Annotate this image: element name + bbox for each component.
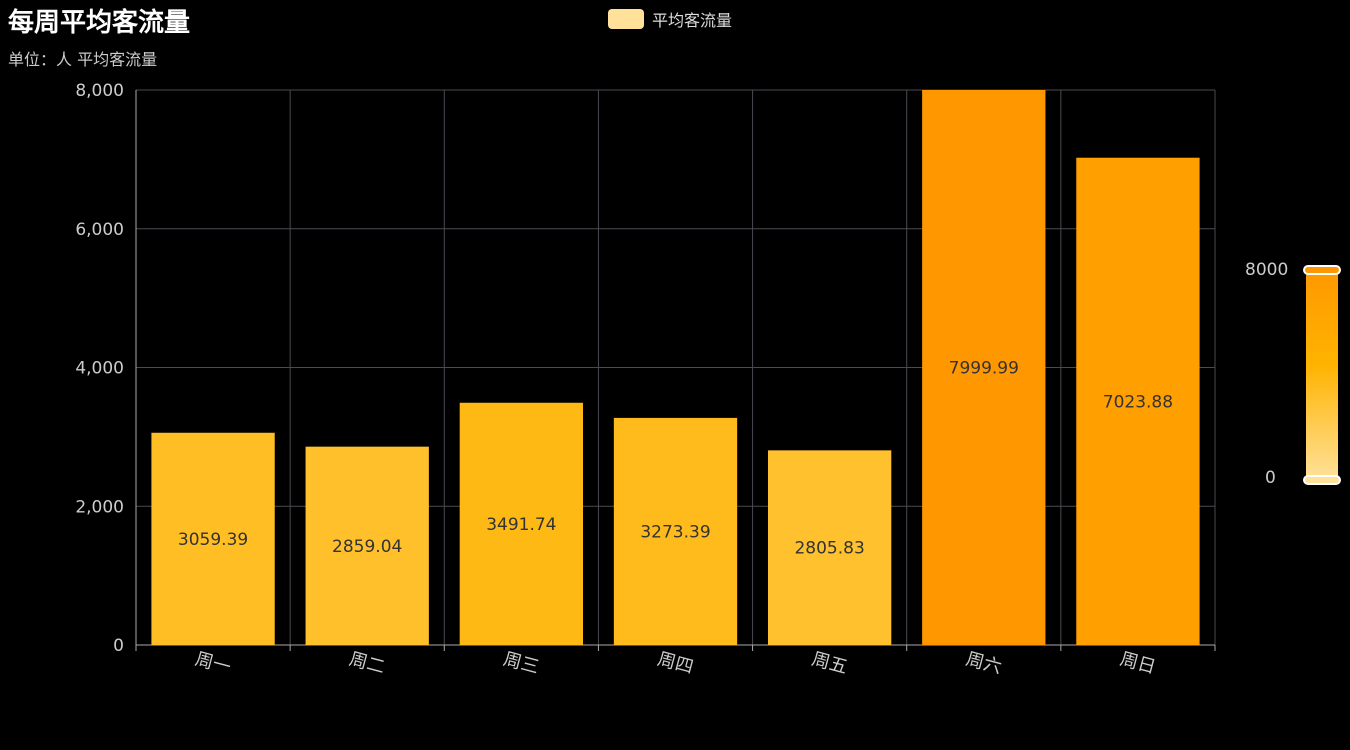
legend-label: 平均客流量 (652, 11, 733, 30)
x-tick-label: 周二 (347, 649, 387, 679)
chart-title: 每周平均客流量 (8, 8, 191, 38)
visual-map-max-handle[interactable] (1303, 265, 1341, 275)
x-tick-label: 周六 (964, 649, 1004, 679)
bar-data-label: 7023.88 (1103, 392, 1173, 412)
x-tick-label: 周五 (809, 649, 849, 679)
bar (151, 432, 275, 645)
x-tick-label: 周四 (655, 649, 695, 679)
bar-data-label: 3491.74 (486, 515, 556, 535)
y-tick-label: 6,000 (75, 220, 124, 240)
x-tick-label: 周三 (501, 649, 541, 679)
bar (305, 446, 429, 645)
bar (767, 450, 892, 645)
y-tick-label: 2,000 (75, 497, 124, 517)
y-tick-label: 4,000 (75, 359, 124, 379)
visual-map-gradient-bar[interactable] (1306, 270, 1338, 480)
bar (1076, 157, 1200, 645)
chart-subtitle: 单位：人 平均客流量 (8, 50, 158, 69)
visual-map[interactable]: 8000 0 (1240, 260, 1350, 520)
x-tick-label: 周日 (1118, 649, 1158, 679)
visual-map-min-handle[interactable] (1303, 475, 1341, 485)
bar-data-label: 7999.99 (949, 359, 1019, 379)
y-tick-label: 0 (113, 636, 124, 656)
x-tick-label: 周一 (193, 649, 233, 679)
y-tick-label: 8,000 (75, 81, 124, 101)
bar (613, 417, 738, 645)
bar (459, 402, 584, 645)
visual-map-min-label: 0 (1265, 468, 1276, 488)
bar-data-label: 3273.39 (640, 522, 710, 542)
legend-swatch (608, 9, 644, 29)
bar-data-label: 3059.39 (178, 530, 248, 550)
bar-data-label: 2805.83 (794, 539, 864, 559)
bar (922, 90, 1046, 646)
visual-map-max-label: 8000 (1245, 260, 1289, 280)
legend[interactable]: 平均客流量 (608, 7, 732, 31)
bar-data-label: 2859.04 (332, 537, 402, 557)
